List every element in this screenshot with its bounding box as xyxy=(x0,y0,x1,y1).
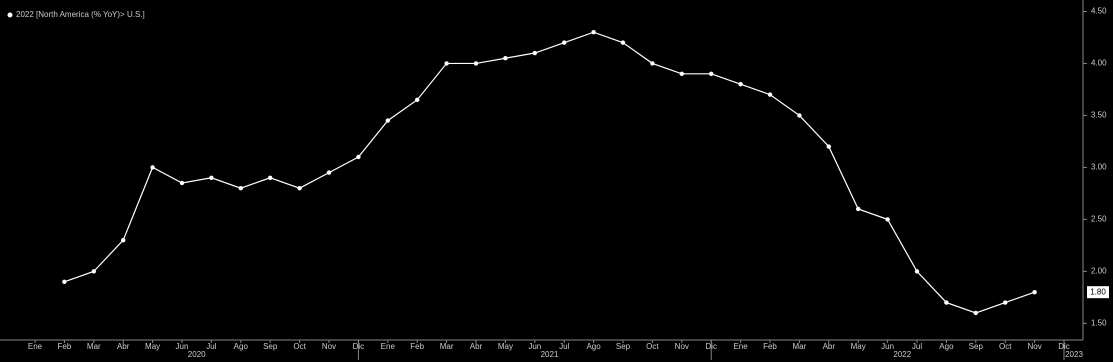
x-tick-label: Jul xyxy=(206,342,216,351)
x-tick-label: May xyxy=(498,342,513,351)
point xyxy=(297,185,302,191)
x-tick-label: Oct xyxy=(999,342,1012,351)
y-tick-label: 3.00 xyxy=(1091,163,1107,172)
point xyxy=(914,269,920,274)
point xyxy=(944,300,949,305)
x-tick-label: Nov xyxy=(675,342,689,351)
point xyxy=(532,50,537,56)
point xyxy=(91,269,97,274)
x-tick-label: Abr xyxy=(823,342,836,351)
point xyxy=(650,61,655,66)
point xyxy=(62,279,67,284)
x-tick-label: Sep xyxy=(263,342,278,351)
x-tick-label: Ago xyxy=(939,342,954,351)
x-tick-label: May xyxy=(851,342,866,351)
line xyxy=(64,31,1035,314)
x-tick-label: Feb xyxy=(58,342,72,351)
x-tick-label: Ago xyxy=(234,342,249,351)
x-tick-label: Sep xyxy=(616,342,631,351)
x-tick-label: Ene xyxy=(28,342,43,351)
y-tick-label: 1.50 xyxy=(1091,318,1107,327)
year-label: 2020 xyxy=(188,350,206,359)
x-tick-label: Nov xyxy=(1027,342,1041,351)
legend-marker xyxy=(7,12,13,18)
point xyxy=(179,180,185,186)
point xyxy=(356,154,361,160)
point xyxy=(473,61,479,66)
x-tick-label: Oct xyxy=(293,342,306,351)
y-tick-label: 4.50 xyxy=(1091,7,1107,16)
year-label: 2022 xyxy=(893,350,911,359)
point xyxy=(973,310,978,316)
point xyxy=(150,165,155,170)
point xyxy=(826,144,831,149)
point xyxy=(326,170,332,175)
point xyxy=(767,92,773,97)
x-tick-label: Mar xyxy=(87,342,101,351)
point xyxy=(885,217,890,222)
point xyxy=(444,61,449,66)
y-tick-label: 2.50 xyxy=(1091,214,1107,223)
x-tick-label: Feb xyxy=(763,342,777,351)
x-tick-label: Jul xyxy=(912,342,922,351)
point xyxy=(591,30,596,35)
x-tick-label: Nov xyxy=(322,342,336,351)
point xyxy=(415,97,420,103)
x-tick-label: Ago xyxy=(586,342,601,351)
x-tick-label: Sep xyxy=(969,342,984,351)
x-tick-label: Jun xyxy=(528,342,541,351)
x-tick-label: Jun xyxy=(176,342,189,351)
y-tick-label: 2.00 xyxy=(1091,266,1107,275)
point xyxy=(797,113,802,118)
point xyxy=(856,206,861,212)
x-tick-label: Ene xyxy=(733,342,748,351)
x-tick-label: Feb xyxy=(410,342,424,351)
point xyxy=(709,71,714,77)
point xyxy=(679,71,684,77)
point xyxy=(121,237,126,243)
x-tick-label: Mar xyxy=(440,342,454,351)
x-tick-label: Jul xyxy=(559,342,569,351)
point xyxy=(385,118,390,123)
point xyxy=(1032,289,1037,295)
x-tick-label: Mar xyxy=(793,342,807,351)
x-tick-label: Ene xyxy=(381,342,396,351)
y-tick-label: 4.00 xyxy=(1091,59,1107,68)
x-tick-label: Abr xyxy=(470,342,483,351)
point xyxy=(209,175,214,180)
value-label: 1.80 xyxy=(1090,287,1106,296)
point xyxy=(268,175,273,180)
point xyxy=(562,40,567,45)
point xyxy=(1003,300,1008,305)
year-label: 2023 xyxy=(1065,350,1083,359)
x-tick-label: Oct xyxy=(646,342,659,351)
x-tick-label: Jun xyxy=(881,342,894,351)
point xyxy=(738,82,743,87)
legend-label: 2022 [North America (% YoY)> U.S.] xyxy=(16,10,145,19)
point xyxy=(238,185,243,191)
point xyxy=(620,40,626,45)
x-tick-label: Abr xyxy=(117,342,130,351)
y-tick-label: 3.50 xyxy=(1091,111,1107,120)
year-label: 2021 xyxy=(541,350,559,359)
x-tick-label: May xyxy=(145,342,160,351)
value-label-box xyxy=(1087,286,1109,299)
point xyxy=(503,56,508,61)
